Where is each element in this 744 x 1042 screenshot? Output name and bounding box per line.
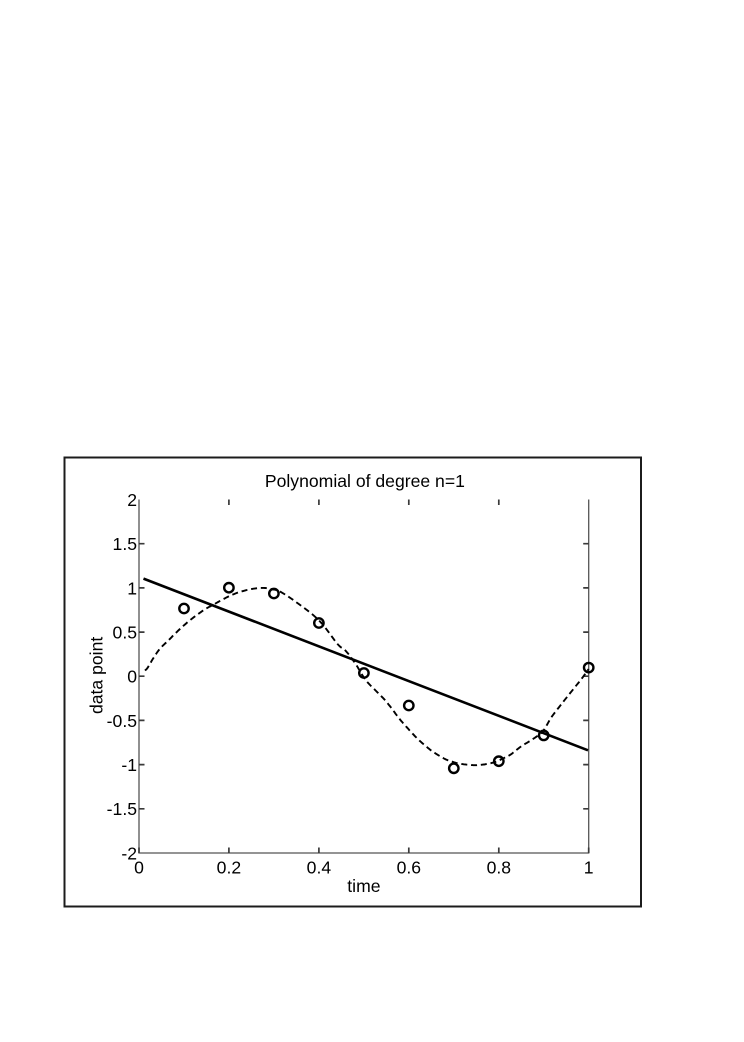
svg-text:1: 1: [127, 578, 137, 598]
svg-text:Polynomial of degree n=1: Polynomial of degree n=1: [265, 471, 465, 491]
svg-text:-1: -1: [121, 755, 137, 775]
svg-text:-2: -2: [121, 843, 137, 863]
svg-text:0.5: 0.5: [113, 623, 138, 643]
svg-text:-0.5: -0.5: [107, 711, 138, 731]
svg-text:-1.5: -1.5: [107, 799, 138, 819]
svg-text:0: 0: [134, 857, 144, 877]
svg-text:0: 0: [127, 667, 137, 687]
svg-text:1: 1: [584, 857, 594, 877]
svg-text:0.2: 0.2: [217, 857, 241, 877]
svg-text:data point: data point: [87, 637, 107, 714]
svg-text:0.4: 0.4: [307, 857, 332, 877]
svg-text:time: time: [347, 876, 380, 896]
svg-text:2: 2: [127, 490, 137, 510]
svg-text:0.8: 0.8: [487, 857, 512, 877]
svg-text:1.5: 1.5: [113, 534, 138, 554]
svg-text:0.6: 0.6: [397, 857, 422, 877]
